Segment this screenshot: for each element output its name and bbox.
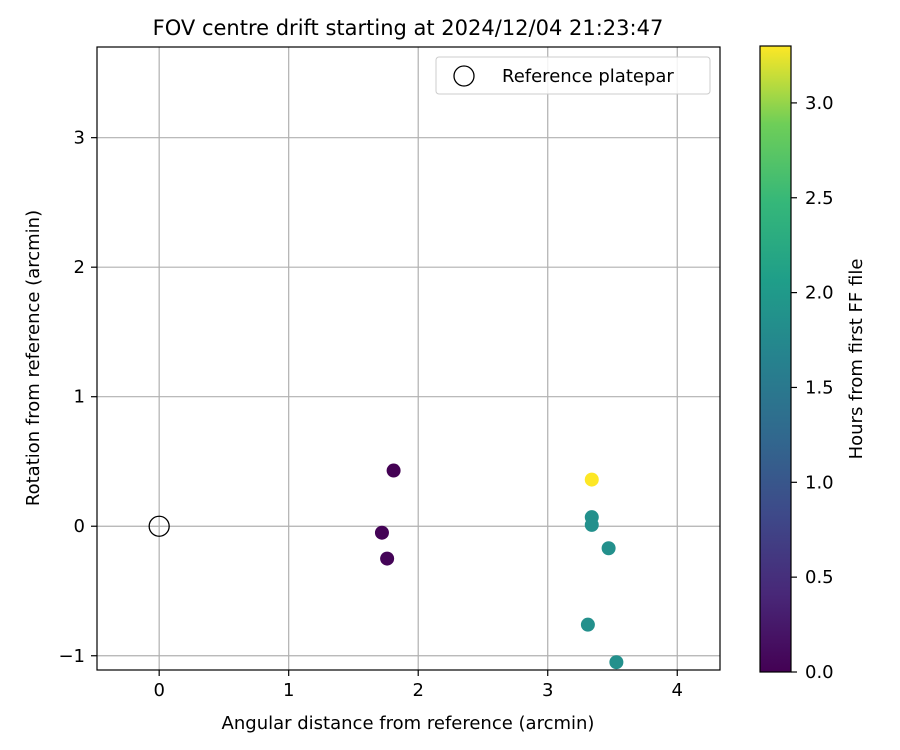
- y-tick-label: 0: [74, 516, 85, 537]
- colorbar-tick-label: 2.0: [805, 283, 834, 304]
- colorbar-tick-label: 2.5: [805, 188, 834, 209]
- x-tick-label: 3: [542, 680, 553, 701]
- x-tick-label: 0: [153, 680, 164, 701]
- plot-frame: [96, 46, 721, 671]
- legend-entry-label: Reference platepar: [502, 66, 674, 87]
- data-point: [584, 517, 599, 532]
- y-tick-label: 1: [74, 387, 85, 408]
- colorbar-gradient: [760, 46, 791, 672]
- colorbar-tick-label: 3.0: [805, 93, 834, 114]
- data-point: [609, 655, 624, 670]
- chart-title: FOV centre drift starting at 2024/12/04 …: [153, 16, 664, 40]
- legend-reference-marker: [453, 65, 475, 87]
- colorbar-label: Hours from first FF file: [846, 259, 867, 460]
- grid-lines: [97, 47, 720, 670]
- data-point: [584, 472, 599, 487]
- y-tick-label: −1: [58, 646, 85, 667]
- colorbar-tick-label: 1.5: [805, 377, 834, 398]
- colorbar: 0.0 0.5 1.0 1.5 2.0 2.5 3.0 Hours from first F…: [759, 45, 867, 683]
- reference-platepar-marker: [148, 515, 170, 537]
- y-axis-ticks: −1 0 1 2 3: [58, 128, 97, 667]
- data-point: [374, 525, 389, 540]
- plot-background: [97, 47, 720, 670]
- x-axis-label: Angular distance from reference (arcmin): [222, 713, 595, 734]
- y-tick-label: 2: [74, 257, 85, 278]
- colorbar-tick-label: 0.0: [805, 662, 834, 683]
- x-tick-label: 2: [412, 680, 423, 701]
- plot-area: 0 1 2 3 4 −1 0 1 2 3: [58, 46, 721, 701]
- data-point: [386, 463, 401, 478]
- x-tick-label: 4: [672, 680, 683, 701]
- colorbar-tick-label: 0.5: [805, 567, 834, 588]
- legend-box: [435, 56, 711, 95]
- data-point: [380, 551, 395, 566]
- x-axis-ticks: 0 1 2 3 4: [153, 670, 683, 701]
- data-point: [580, 617, 595, 632]
- data-point: [601, 541, 616, 556]
- colorbar-tick-label: 1.0: [805, 472, 834, 493]
- y-tick-label: 3: [74, 128, 85, 149]
- colorbar-frame: [759, 45, 792, 673]
- data-points: [148, 463, 624, 670]
- y-axis-label: Rotation from reference (arcmin): [23, 210, 44, 506]
- colorbar-ticks: 0.0 0.5 1.0 1.5 2.0 2.5 3.0: [791, 93, 834, 683]
- legend: Reference platepar: [435, 56, 711, 95]
- x-tick-label: 1: [283, 680, 294, 701]
